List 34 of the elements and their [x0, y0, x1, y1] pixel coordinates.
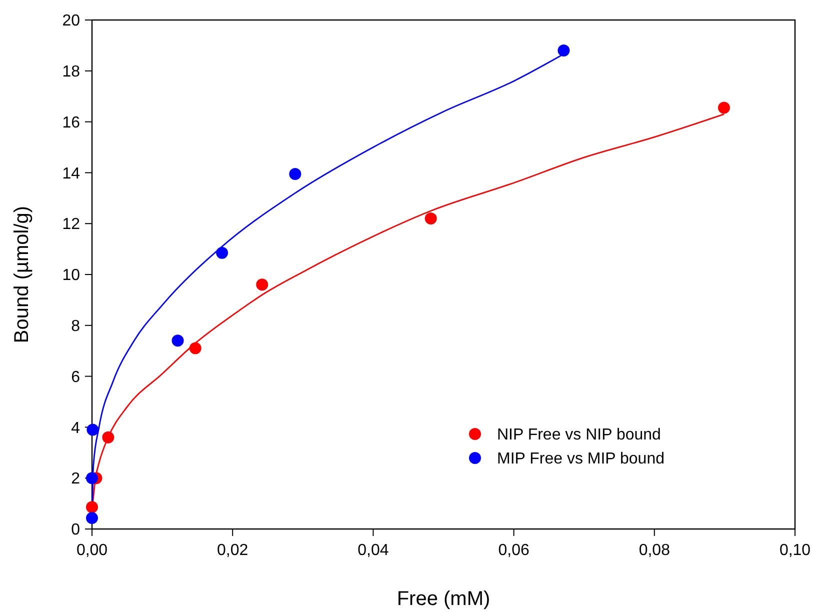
x-tick-label: 0,00 — [76, 542, 108, 559]
point — [424, 212, 437, 225]
point — [718, 102, 730, 114]
y-tick-label: 14 — [62, 165, 80, 182]
x-tick-label: 0,10 — [779, 542, 811, 559]
y-tick-label: 10 — [62, 267, 80, 284]
x-tick-label: 0,02 — [217, 542, 248, 559]
y-tick-label: 12 — [62, 216, 80, 234]
y-tick-label: 8 — [71, 318, 80, 335]
point — [558, 44, 570, 57]
point — [216, 246, 228, 259]
legend-label: NIP Free vs NIP bound — [497, 426, 661, 444]
y-tick-label: 0 — [71, 522, 80, 539]
y-tick-label: 18 — [62, 64, 80, 80]
legend-label: MIP Free vs MIP bound — [497, 450, 664, 468]
point — [102, 431, 114, 444]
point — [256, 278, 268, 291]
y-tick-label: 16 — [62, 114, 80, 132]
point — [86, 472, 98, 484]
point — [172, 334, 184, 347]
point — [86, 501, 98, 514]
point — [86, 424, 99, 436]
y-tick-label: 20 — [62, 12, 80, 30]
y-axis-title: Bound (µmol/g) — [11, 206, 33, 344]
x-axis-title: Free (mM) — [396, 588, 490, 610]
y-tick-label: 4 — [71, 420, 80, 437]
point — [289, 168, 302, 180]
point — [189, 342, 202, 354]
x-tick-label: 0,04 — [358, 542, 389, 559]
point — [86, 512, 98, 524]
x-tick-label: 0,08 — [638, 542, 670, 559]
x-tick-label: 0,06 — [498, 542, 530, 559]
y-tick-label: 6 — [71, 368, 80, 386]
y-tick-label: 2 — [71, 470, 80, 488]
